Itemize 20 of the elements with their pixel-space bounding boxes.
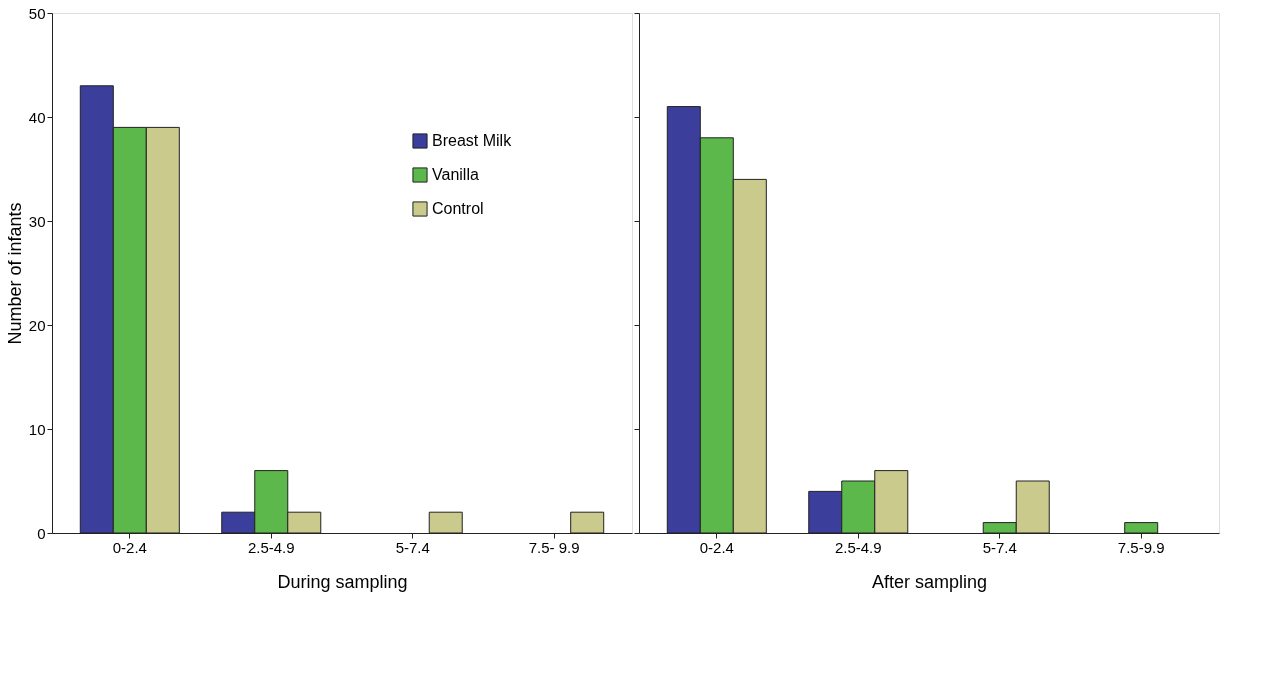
y-tick-label: 50 <box>28 4 46 22</box>
y-tick-label: 30 <box>28 212 46 230</box>
y-tick-label: 10 <box>28 420 46 438</box>
x-tick-label: 0-2.4 <box>699 538 734 556</box>
legend-label: Breast Milk <box>432 132 513 149</box>
y-tick-label: 40 <box>28 108 46 126</box>
y-tick-label: 20 <box>28 316 46 334</box>
x-axis-title: During sampling <box>277 571 408 592</box>
legend-label: Control <box>432 200 484 217</box>
x-tick-label: 7.5-9.9 <box>1117 538 1165 556</box>
y-axis-title: Number of infants <box>4 202 25 345</box>
x-tick-label: 0-2.4 <box>112 538 147 556</box>
legend-label: Vanilla <box>432 166 479 183</box>
x-tick-label: 7.5- 9.9 <box>528 538 580 556</box>
x-axis-title: After sampling <box>871 571 988 592</box>
x-tick-label: 2.5-4.9 <box>247 538 295 556</box>
x-tick-label: 5-7.4 <box>395 538 430 556</box>
x-tick-label: 5-7.4 <box>982 538 1017 556</box>
y-tick-label: 0 <box>37 524 46 542</box>
x-tick-label: 2.5-4.9 <box>834 538 882 556</box>
